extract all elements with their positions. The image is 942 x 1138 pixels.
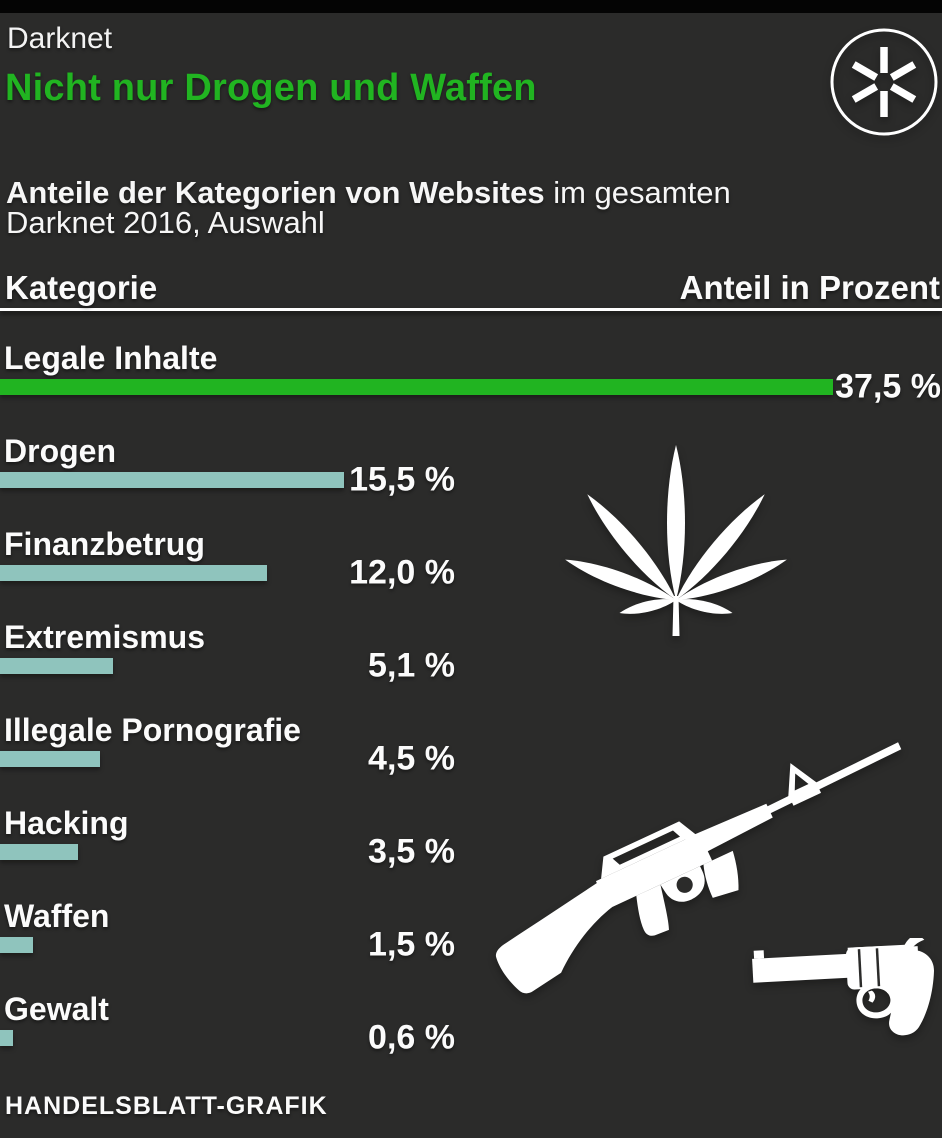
- column-headers: Kategorie Anteil in Prozent: [0, 271, 942, 304]
- chart-subtitle: Anteile der Kategorien von Websites im g…: [6, 175, 942, 240]
- bar: [0, 1030, 13, 1046]
- bar-value: 4,5 %: [368, 739, 455, 778]
- bar-track: 3,5 %: [0, 833, 942, 871]
- assault-rifle-icon: [490, 718, 940, 1003]
- bar-row: Legale Inhalte 37,5 %: [0, 342, 942, 435]
- bar-value: 0,6 %: [368, 1018, 455, 1057]
- bar-value: 1,5 %: [368, 925, 455, 964]
- subtitle-rest: im gesamten: [544, 175, 731, 210]
- bar-value: 3,5 %: [368, 832, 455, 871]
- page-title: Nicht nur Drogen und Waffen: [5, 67, 537, 109]
- bar-value: 12,0 %: [349, 553, 455, 592]
- bar: [0, 658, 113, 674]
- bar-row-label: Waffen: [4, 898, 110, 934]
- bar-row-label: Illegale Pornografie: [4, 712, 301, 748]
- bar-row: Finanzbetrug 12,0 %: [0, 528, 942, 621]
- bar-row-label: Gewalt: [4, 991, 109, 1027]
- subtitle-line-2: Darknet 2016, Auswahl: [6, 205, 325, 240]
- bar: [0, 937, 33, 953]
- bar: [0, 565, 267, 581]
- bar-track: 1,5 %: [0, 926, 942, 964]
- bar-track: 5,1 %: [0, 647, 942, 685]
- bar-row-label: Finanzbetrug: [4, 526, 205, 562]
- bar-row: Illegale Pornografie 4,5 %: [0, 714, 942, 807]
- cannabis-leaf-icon: [556, 438, 796, 638]
- asterisk-circle-icon: [828, 26, 940, 138]
- bar-track: 12,0 %: [0, 554, 942, 592]
- subtitle-bold: Anteile der Kategorien von Websites: [6, 175, 545, 210]
- bar-value: 37,5 %: [835, 367, 941, 406]
- bar-row: Gewalt 0,6 %: [0, 993, 942, 1086]
- bar: [0, 379, 833, 395]
- bar-row-label: Hacking: [4, 805, 129, 841]
- bar: [0, 472, 344, 488]
- revolver-icon: [750, 938, 940, 1048]
- bar-row: Extremismus 5,1 %: [0, 621, 942, 714]
- bar-row: Drogen 15,5 %: [0, 435, 942, 528]
- subtitle-line-1: Anteile der Kategorien von Websites im g…: [6, 175, 942, 210]
- bar-row-label: Legale Inhalte: [4, 340, 218, 376]
- bar-chart: Legale Inhalte 37,5 % Drogen 15,5 % Finanzbe…: [0, 342, 942, 1086]
- bar-value: 5,1 %: [368, 646, 455, 685]
- source-credit: HANDELSBLATT-GRAFIK: [5, 1092, 328, 1120]
- top-black-strip: [0, 0, 942, 13]
- column-header-percent: Anteil in Prozent: [679, 269, 940, 306]
- bar-row-label: Drogen: [4, 433, 116, 469]
- bar-row-label: Extremismus: [4, 619, 205, 655]
- bar-track: 15,5 %: [0, 461, 942, 499]
- column-header-category: Kategorie: [5, 269, 158, 306]
- bar-track: 0,6 %: [0, 1019, 942, 1057]
- bar-track: 37,5 %: [0, 368, 942, 406]
- bar: [0, 751, 100, 767]
- bar-track: 4,5 %: [0, 740, 942, 778]
- kicker: Darknet: [7, 22, 113, 55]
- header-divider: [0, 308, 942, 311]
- bar-row: Waffen 1,5 %: [0, 900, 942, 993]
- bar-value: 15,5 %: [349, 460, 455, 499]
- bar-row: Hacking 3,5 %: [0, 807, 942, 900]
- bar: [0, 844, 78, 860]
